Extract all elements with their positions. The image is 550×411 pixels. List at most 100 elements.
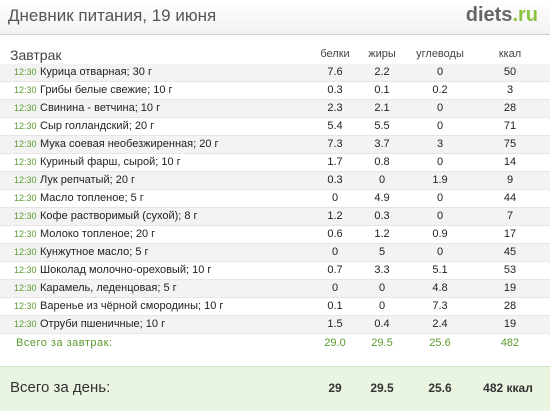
meal-total-protein: 29.0 xyxy=(324,337,346,349)
cell-carbs: 2.4 xyxy=(432,318,448,330)
cell-kcal: 17 xyxy=(503,228,517,240)
table-row[interactable]: 12:30 Курица отварная; 30 г 7.6 2.2 0 50 xyxy=(0,64,550,82)
day-total-carbs: 25.6 xyxy=(428,381,452,395)
table-row[interactable]: 12:30 Грибы белые свежие; 10 г 0.3 0.1 0.2 3 xyxy=(0,82,550,100)
table-row[interactable]: 12:30 Молоко топленое; 20 г 0.6 1.2 0.9 17 xyxy=(0,226,550,244)
day-total-fat: 29.5 xyxy=(370,381,394,395)
cell-carbs: 1.9 xyxy=(432,174,448,186)
column-header-fat: жиры xyxy=(368,48,396,60)
cell-fat: 5.5 xyxy=(374,120,390,132)
cell-kcal: 71 xyxy=(503,120,517,132)
food-name[interactable]: Кунжутное масло; 5 г xyxy=(40,246,149,258)
entry-time: 12:30 xyxy=(14,67,37,77)
food-name[interactable]: Мука соевая необезжиренная; 20 г xyxy=(40,138,219,150)
food-name[interactable]: Сыр голландский; 20 г xyxy=(40,120,155,132)
cell-kcal: 53 xyxy=(503,264,517,276)
food-name[interactable]: Куриный фарш, сырой; 10 г xyxy=(40,156,181,168)
cell-kcal: 3 xyxy=(506,84,514,96)
table-row[interactable]: 12:30 Кофе растворимый (сухой); 8 г 1.2 0.3… xyxy=(0,208,550,226)
cell-protein: 0.3 xyxy=(327,84,343,96)
cell-protein: 5.4 xyxy=(327,120,343,132)
cell-fat: 0 xyxy=(378,300,386,312)
cell-carbs: 0 xyxy=(436,66,444,78)
entry-time: 12:30 xyxy=(14,247,37,257)
entry-time: 12:30 xyxy=(14,193,37,203)
cell-fat: 5 xyxy=(378,246,386,258)
cell-carbs: 0 xyxy=(436,192,444,204)
cell-fat: 0.1 xyxy=(374,84,390,96)
cell-carbs: 0 xyxy=(436,246,444,258)
cell-carbs: 4.8 xyxy=(432,282,448,294)
table-row[interactable]: 12:30 Куриный фарш, сырой; 10 г 1.7 0.8 0 14 xyxy=(0,154,550,172)
cell-kcal: 19 xyxy=(503,282,517,294)
entry-time: 12:30 xyxy=(14,211,37,221)
table-row[interactable]: 12:30 Свинина - ветчина; 10 г 2.3 2.1 0 28 xyxy=(0,100,550,118)
food-name[interactable]: Грибы белые свежие; 10 г xyxy=(40,84,173,96)
cell-carbs: 0.2 xyxy=(432,84,448,96)
food-name[interactable]: Курица отварная; 30 г xyxy=(40,66,152,78)
entry-time: 12:30 xyxy=(14,229,37,239)
food-name[interactable]: Масло топленое; 5 г xyxy=(40,192,144,204)
entry-time: 12:30 xyxy=(14,283,37,293)
cell-kcal: 75 xyxy=(503,138,517,150)
cell-protein: 0 xyxy=(331,192,339,204)
day-total-bar: Всего за день: 29 29.5 25.6 482 ккал xyxy=(0,366,550,411)
food-name[interactable]: Лук репчатый; 20 г xyxy=(40,174,136,186)
food-name[interactable]: Молоко топленое; 20 г xyxy=(40,228,156,240)
cell-fat: 2.1 xyxy=(374,102,390,114)
site-logo[interactable]: diets.ru xyxy=(466,4,538,27)
cell-protein: 0.7 xyxy=(327,264,343,276)
entry-time: 12:30 xyxy=(14,121,37,131)
cell-protein: 1.2 xyxy=(327,210,343,222)
entry-time: 12:30 xyxy=(14,175,37,185)
cell-kcal: 28 xyxy=(503,102,517,114)
table-row[interactable]: 12:30 Варенье из чёрной смородины; 10 г 0.… xyxy=(0,298,550,316)
cell-protein: 7.6 xyxy=(327,66,343,78)
logo-main: diets xyxy=(465,4,513,26)
entry-time: 12:30 xyxy=(14,85,37,95)
cell-protein: 2.3 xyxy=(327,102,343,114)
cell-protein: 0 xyxy=(331,282,339,294)
entry-time: 12:30 xyxy=(14,139,37,149)
cell-carbs: 5.1 xyxy=(432,264,448,276)
column-header-carbs: углеводы xyxy=(416,48,464,60)
cell-kcal: 50 xyxy=(503,66,517,78)
column-header-protein: белки xyxy=(320,48,350,60)
cell-protein: 0 xyxy=(331,246,339,258)
table-row[interactable]: 12:30 Карамель, леденцовая; 5 г 0 0 4.8 19 xyxy=(0,280,550,298)
header-bar: Дневник питания, 19 июня diets.ru xyxy=(0,0,550,35)
day-total-protein: 29 xyxy=(328,381,342,395)
cell-fat: 1.2 xyxy=(374,228,390,240)
food-name[interactable]: Кофе растворимый (сухой); 8 г xyxy=(40,210,198,222)
food-name[interactable]: Карамель, леденцовая; 5 г xyxy=(40,282,177,294)
table-row[interactable]: 12:30 Отруби пшеничные; 10 г 1.5 0.4 2.4 19 xyxy=(0,316,550,334)
meal-total-carbs: 25.6 xyxy=(429,337,451,349)
page-title: Дневник питания, 19 июня xyxy=(8,6,217,25)
cell-protein: 0.1 xyxy=(327,300,343,312)
cell-kcal: 28 xyxy=(503,300,517,312)
day-total-label: Всего за день: xyxy=(10,379,111,396)
table-row[interactable]: 12:30 Сыр голландский; 20 г 5.4 5.5 0 71 xyxy=(0,118,550,136)
column-header-kcal: ккал xyxy=(498,48,522,60)
table-row[interactable]: 12:30 Кунжутное масло; 5 г 0 5 0 45 xyxy=(0,244,550,262)
cell-carbs: 0 xyxy=(436,102,444,114)
cell-fat: 3.3 xyxy=(374,264,390,276)
meal-total-fat: 29.5 xyxy=(371,337,393,349)
meal-total-label: Всего за завтрак: xyxy=(16,337,113,349)
cell-fat: 0 xyxy=(378,282,386,294)
meal-title: Завтрак xyxy=(10,47,62,63)
food-list: 12:30 Курица отварная; 30 г 7.6 2.2 0 50 12:30… xyxy=(0,64,550,352)
meal-total-row: Всего за завтрак: 29.0 29.5 25.6 482 xyxy=(0,334,550,352)
cell-carbs: 0 xyxy=(436,120,444,132)
food-name[interactable]: Отруби пшеничные; 10 г xyxy=(40,318,166,330)
table-row[interactable]: 12:30 Шоколад молочно-ореховый; 10 г 0.7 3.… xyxy=(0,262,550,280)
cell-kcal: 44 xyxy=(503,192,517,204)
food-name[interactable]: Шоколад молочно-ореховый; 10 г xyxy=(40,264,212,276)
food-name[interactable]: Свинина - ветчина; 10 г xyxy=(40,102,161,114)
cell-kcal: 7 xyxy=(506,210,514,222)
food-name[interactable]: Варенье из чёрной смородины; 10 г xyxy=(40,300,224,312)
table-row[interactable]: 12:30 Лук репчатый; 20 г 0.3 0 1.9 9 xyxy=(0,172,550,190)
table-row[interactable]: 12:30 Масло топленое; 5 г 0 4.9 0 44 xyxy=(0,190,550,208)
table-row[interactable]: 12:30 Мука соевая необезжиренная; 20 г 7.3… xyxy=(0,136,550,154)
cell-carbs: 0 xyxy=(436,210,444,222)
